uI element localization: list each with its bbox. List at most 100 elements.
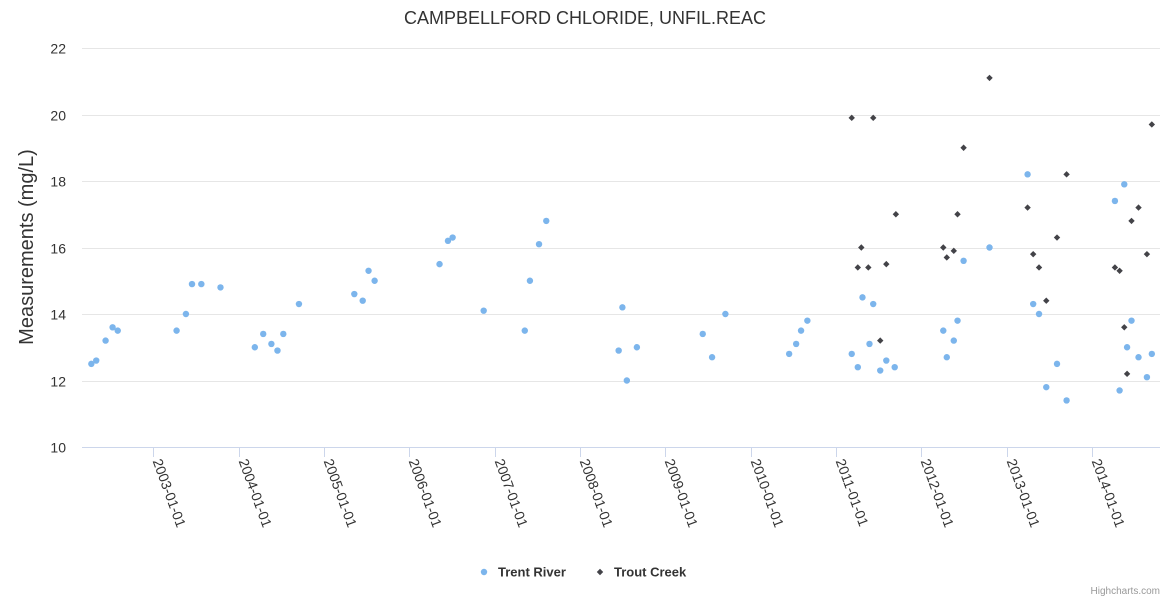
- data-point[interactable]: [943, 254, 950, 261]
- data-point[interactable]: [268, 340, 275, 348]
- data-point[interactable]: [1143, 250, 1151, 258]
- data-point[interactable]: [854, 364, 862, 371]
- data-point[interactable]: [804, 317, 811, 324]
- data-point[interactable]: [960, 144, 967, 151]
- data-point[interactable]: [1148, 350, 1156, 358]
- data-point[interactable]: [950, 337, 957, 344]
- data-point[interactable]: [870, 300, 877, 308]
- data-point[interactable]: [436, 260, 443, 268]
- data-point[interactable]: [1024, 171, 1031, 178]
- data-point[interactable]: [1035, 310, 1043, 318]
- legend-item-trout-creek[interactable]: Trout Creek: [596, 565, 687, 580]
- data-point[interactable]: [1128, 217, 1135, 225]
- data-point[interactable]: [1121, 324, 1128, 331]
- data-point[interactable]: [870, 114, 877, 122]
- data-point[interactable]: [274, 347, 281, 354]
- data-point[interactable]: [1035, 264, 1043, 271]
- data-point[interactable]: [351, 290, 358, 298]
- data-point[interactable]: [1116, 387, 1123, 394]
- data-point[interactable]: [615, 347, 622, 354]
- data-point[interactable]: [943, 354, 950, 361]
- data-point[interactable]: [1111, 197, 1119, 205]
- data-point[interactable]: [543, 217, 550, 225]
- data-point[interactable]: [1143, 373, 1151, 381]
- data-point[interactable]: [859, 294, 866, 301]
- data-point[interactable]: [1121, 181, 1128, 188]
- data-point[interactable]: [986, 74, 993, 82]
- data-point[interactable]: [623, 377, 631, 384]
- data-point[interactable]: [865, 264, 872, 271]
- data-point[interactable]: [866, 340, 873, 348]
- data-point[interactable]: [699, 330, 706, 338]
- data-point[interactable]: [295, 300, 303, 308]
- legend[interactable]: Trent River Trout Creek: [480, 565, 687, 580]
- data-point[interactable]: [1043, 383, 1050, 391]
- data-point[interactable]: [280, 330, 287, 338]
- data-point[interactable]: [251, 344, 259, 351]
- data-point[interactable]: [986, 244, 993, 251]
- data-point[interactable]: [1053, 234, 1061, 241]
- data-point[interactable]: [877, 337, 884, 344]
- data-point[interactable]: [633, 344, 641, 351]
- data-point[interactable]: [114, 327, 121, 334]
- legend-label: Trent River: [498, 565, 566, 580]
- data-point[interactable]: [883, 357, 890, 364]
- credits-link[interactable]: Highcharts.com: [1091, 586, 1160, 597]
- data-point[interactable]: [940, 244, 947, 251]
- data-point[interactable]: [1111, 264, 1119, 271]
- data-point[interactable]: [449, 234, 456, 241]
- data-point[interactable]: [526, 277, 534, 284]
- data-point[interactable]: [619, 304, 626, 311]
- data-point[interactable]: [1135, 354, 1142, 361]
- data-point[interactable]: [785, 350, 793, 358]
- data-point[interactable]: [109, 324, 116, 331]
- data-point[interactable]: [535, 240, 543, 248]
- data-point[interactable]: [877, 367, 884, 374]
- data-point[interactable]: [1116, 267, 1123, 274]
- data-point[interactable]: [480, 307, 487, 314]
- data-point[interactable]: [1043, 297, 1050, 304]
- data-point[interactable]: [848, 350, 855, 358]
- data-point[interactable]: [521, 327, 528, 334]
- data-point[interactable]: [1029, 300, 1037, 308]
- data-point[interactable]: [217, 284, 224, 291]
- data-point[interactable]: [792, 340, 800, 348]
- data-point[interactable]: [359, 297, 366, 304]
- data-point[interactable]: [848, 114, 855, 122]
- data-point[interactable]: [102, 337, 109, 344]
- data-point[interactable]: [1053, 360, 1061, 368]
- data-point[interactable]: [954, 317, 961, 324]
- legend-item-trent-river[interactable]: Trent River: [480, 565, 566, 580]
- data-point[interactable]: [883, 260, 890, 268]
- data-point[interactable]: [892, 211, 900, 218]
- data-point[interactable]: [260, 330, 267, 338]
- data-point[interactable]: [960, 257, 967, 264]
- data-point[interactable]: [1123, 370, 1131, 378]
- data-point[interactable]: [1123, 344, 1131, 351]
- data-point[interactable]: [1063, 171, 1070, 178]
- data-point[interactable]: [88, 360, 95, 368]
- data-point[interactable]: [797, 327, 805, 334]
- data-point[interactable]: [1029, 250, 1037, 258]
- data-point[interactable]: [954, 211, 961, 218]
- data-point[interactable]: [365, 267, 372, 274]
- data-point[interactable]: [1063, 397, 1070, 404]
- data-point[interactable]: [722, 310, 729, 318]
- data-point[interactable]: [188, 280, 196, 288]
- data-point[interactable]: [173, 327, 180, 334]
- data-point[interactable]: [950, 247, 957, 255]
- data-point[interactable]: [444, 237, 452, 245]
- data-point[interactable]: [371, 277, 378, 284]
- data-point[interactable]: [182, 310, 190, 318]
- data-point[interactable]: [1135, 204, 1142, 211]
- data-point[interactable]: [708, 354, 716, 361]
- data-point[interactable]: [940, 327, 947, 334]
- data-point[interactable]: [1024, 204, 1031, 211]
- data-point[interactable]: [93, 357, 100, 364]
- data-point[interactable]: [198, 280, 205, 288]
- data-point[interactable]: [1128, 317, 1135, 324]
- data-point[interactable]: [854, 264, 862, 271]
- data-point[interactable]: [1148, 121, 1156, 128]
- data-point[interactable]: [858, 244, 865, 251]
- data-point[interactable]: [891, 364, 898, 371]
